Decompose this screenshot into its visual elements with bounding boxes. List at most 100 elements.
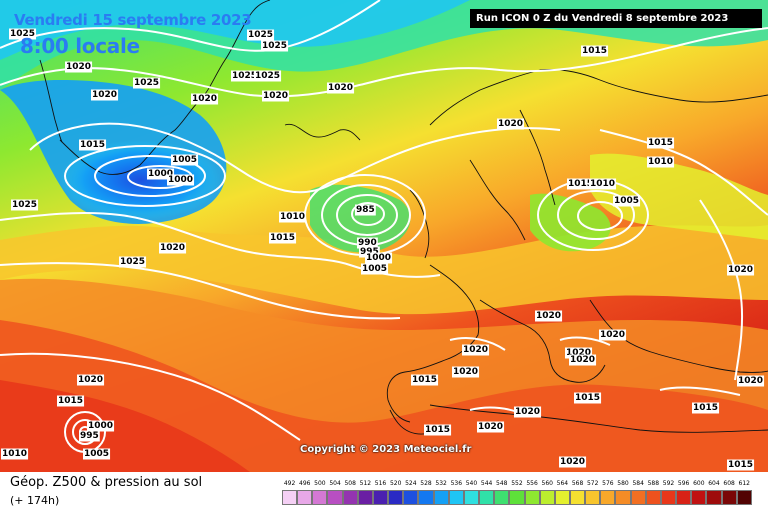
pressure-label-box bbox=[327, 82, 355, 94]
pressure-label: 1005 bbox=[362, 264, 387, 274]
pressure-label-box bbox=[231, 70, 259, 82]
legend-title: Géop. Z500 & pression au sol bbox=[10, 475, 203, 490]
scale-swatch bbox=[524, 490, 540, 505]
pressure-label-box bbox=[737, 375, 765, 387]
scale-swatch bbox=[463, 490, 480, 505]
scale-swatch bbox=[736, 490, 752, 505]
pressure-label: 1020 bbox=[566, 348, 591, 358]
pressure-label-box bbox=[424, 424, 452, 436]
legend-bar: Géop. Z500 & pression au sol (+ 174h) 49… bbox=[0, 472, 768, 512]
pressure-label: 1015 bbox=[412, 375, 437, 385]
pressure-label-box bbox=[581, 45, 609, 57]
weather-map: 1025 1020 1025 1025 1025 1025 1025 1020 … bbox=[0, 0, 768, 472]
scale-swatch bbox=[342, 490, 358, 505]
scale-tick-label: 592 bbox=[662, 480, 675, 487]
pressure-label-box bbox=[65, 61, 93, 73]
pressure-label-box bbox=[535, 310, 563, 322]
scale-tick-label: 548 bbox=[496, 480, 508, 487]
scale-tick-label: 520 bbox=[389, 480, 402, 487]
pressure-label-box bbox=[727, 459, 755, 471]
pressure-label-box bbox=[514, 406, 542, 418]
scale-swatch bbox=[372, 490, 389, 505]
pressure-label-box bbox=[279, 211, 307, 223]
scale-tick-label: 612 bbox=[738, 480, 750, 487]
scale-swatch bbox=[403, 490, 419, 505]
forecast-time: 8:00 locale bbox=[20, 34, 140, 58]
band-cyan bbox=[0, 0, 470, 60]
pressure-label: 990 bbox=[358, 238, 377, 248]
scale-tick-label: 552 bbox=[511, 480, 523, 487]
pressure-label-box bbox=[133, 77, 161, 89]
scale-tick-label: 568 bbox=[571, 480, 584, 487]
scale-swatch bbox=[433, 490, 449, 505]
scale-tick-label: 564 bbox=[556, 480, 569, 487]
coastlines bbox=[39, 0, 768, 435]
pressure-label: 1025 bbox=[248, 30, 273, 40]
scale-tick-label: 544 bbox=[480, 480, 493, 487]
scale-swatch bbox=[721, 490, 737, 505]
pressure-label-box bbox=[361, 263, 389, 275]
pressure-label: 1000 bbox=[366, 253, 391, 263]
scale-tick-label: 596 bbox=[677, 480, 690, 487]
legend-subtitle: (+ 174h) bbox=[10, 494, 60, 507]
pressure-label-box bbox=[589, 178, 617, 190]
pressure-label: 1020 bbox=[160, 243, 185, 253]
scale-swatch bbox=[615, 490, 631, 505]
pressure-label-box bbox=[574, 392, 602, 404]
scale-swatch bbox=[676, 490, 692, 505]
scale-swatch bbox=[357, 490, 373, 505]
pressure-label-box bbox=[452, 366, 480, 378]
pressure-label: 1020 bbox=[498, 119, 523, 129]
scale-tick-label: 516 bbox=[374, 480, 387, 487]
scale-swatch bbox=[585, 490, 601, 505]
copyright-text: Copyright © 2023 Meteociel.fr bbox=[300, 444, 472, 455]
pressure-label: 1005 bbox=[84, 449, 109, 459]
scale-tick-label: 540 bbox=[465, 480, 478, 487]
scale-tick-label: 492 bbox=[283, 480, 296, 487]
pressure-label-box bbox=[119, 256, 147, 268]
pressure-label: 1005 bbox=[614, 196, 639, 206]
pressure-label: 985 bbox=[356, 205, 375, 215]
pressure-label: 1010 bbox=[590, 179, 615, 189]
scale-swatch bbox=[297, 490, 313, 505]
pressure-label-box bbox=[599, 329, 627, 341]
pressure-label: 1015 bbox=[80, 140, 105, 150]
scale-tick-label: 536 bbox=[450, 480, 463, 487]
pressure-label: 1010 bbox=[2, 449, 27, 459]
pressure-label-box bbox=[269, 232, 297, 244]
pressure-label: 1020 bbox=[92, 90, 117, 100]
scale-tick-label: 532 bbox=[435, 480, 447, 487]
band-red-orange bbox=[0, 320, 768, 472]
scale-tick-label: 524 bbox=[405, 480, 417, 487]
pressure-label-box bbox=[477, 421, 505, 433]
pressure-label-box bbox=[462, 344, 490, 356]
pressure-label-box bbox=[565, 347, 593, 359]
scale-tick-label: 580 bbox=[617, 480, 629, 487]
pressure-label: 1000 bbox=[88, 421, 113, 431]
pressure-label: 1025 bbox=[255, 71, 280, 81]
pressure-label: 1015 bbox=[425, 425, 450, 435]
pressure-label: 1020 bbox=[78, 375, 103, 385]
pressure-label: 1005 bbox=[172, 155, 197, 165]
scale-tick-label: 600 bbox=[693, 480, 705, 487]
pressure-label: 1020 bbox=[192, 94, 217, 104]
scale-swatch bbox=[282, 490, 298, 505]
pressure-label-box bbox=[497, 118, 525, 130]
pressure-label: 1010 bbox=[280, 212, 305, 222]
scale-swatch bbox=[448, 490, 464, 505]
pressure-label: 1015 bbox=[58, 396, 83, 406]
pressure-label: 1020 bbox=[536, 311, 561, 321]
scale-swatch bbox=[418, 490, 434, 505]
scale-swatch bbox=[539, 490, 555, 505]
pressure-label-box bbox=[357, 237, 378, 249]
pressure-label: 1025 bbox=[12, 200, 37, 210]
pressure-label: 1020 bbox=[263, 91, 288, 101]
pressure-label-box bbox=[254, 70, 282, 82]
scale-tick-label: 608 bbox=[723, 480, 735, 487]
pressure-label-box bbox=[261, 40, 289, 52]
scale-swatch bbox=[479, 490, 495, 505]
pressure-label: 1020 bbox=[570, 355, 595, 365]
color-scale: 492 496 500 504 508 512 516 520 524 528 532 536 540 5… bbox=[282, 479, 752, 509]
pressure-label: 995 bbox=[360, 247, 379, 257]
scale-tick-label: 560 bbox=[541, 480, 553, 487]
